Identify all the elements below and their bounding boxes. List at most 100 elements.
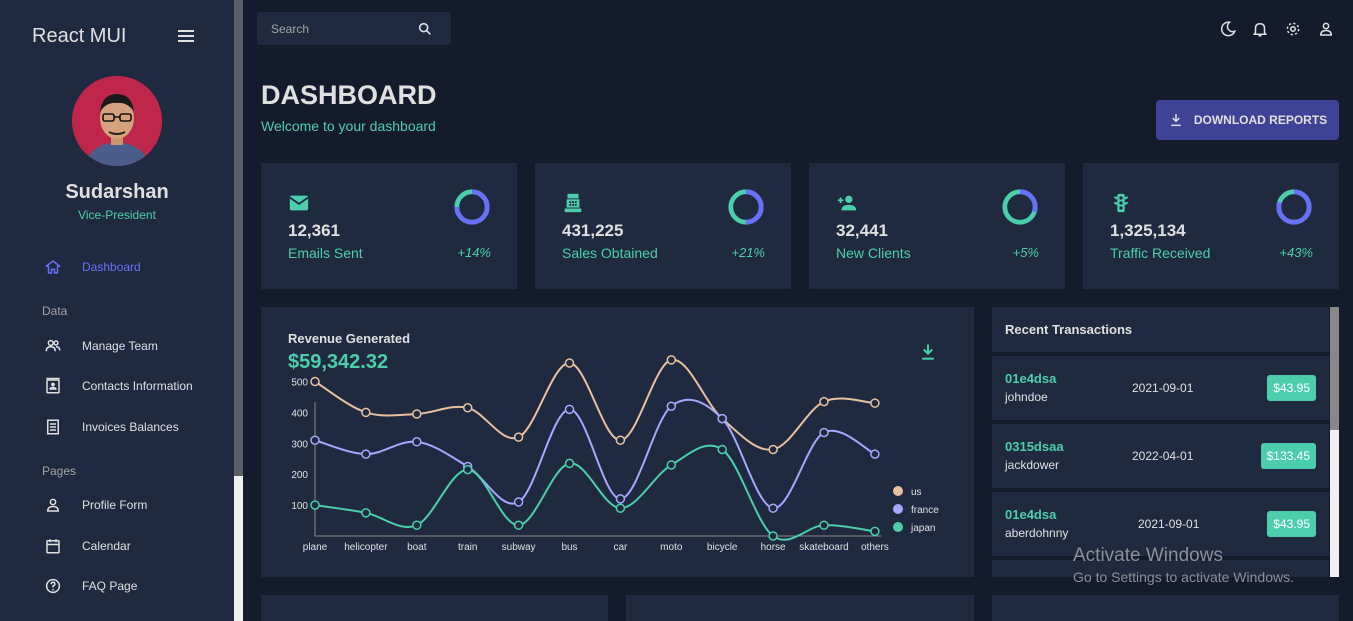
revenue-amount: $59,342.32 xyxy=(288,351,389,373)
x-tick-label: bus xyxy=(561,542,577,553)
legend-label: japan xyxy=(910,523,935,534)
download-icon[interactable] xyxy=(918,342,938,362)
page-title: DASHBOARD xyxy=(261,80,437,110)
watermark-subtitle: Go to Settings to activate Windows. xyxy=(1073,569,1294,585)
people-icon xyxy=(45,339,61,352)
stat-card-traffic: 1,325,134 Traffic Received +43% xyxy=(1083,163,1339,289)
stat-label: Emails Sent xyxy=(288,245,363,261)
settings-icon[interactable] xyxy=(1284,20,1302,38)
series-line-us xyxy=(314,358,875,451)
activate-windows-watermark: Activate Windows Go to Settings to activ… xyxy=(1073,545,1294,585)
progress-circle xyxy=(1276,189,1312,225)
sidebar-item-dashboard[interactable]: Dashboard xyxy=(44,256,141,278)
sidebar-item-label: FAQ Page xyxy=(82,579,138,593)
data-point-us xyxy=(870,398,880,408)
transaction-row xyxy=(992,560,1329,577)
progress-fill xyxy=(1276,189,1312,225)
sidebar-item-label: Calendar xyxy=(82,539,131,553)
transactions-scrollbar[interactable] xyxy=(1330,307,1339,577)
transaction-row: 01e4dsa aberdohnny 2021-09-01 $43.95 xyxy=(992,492,1329,556)
page-subtitle: Welcome to your dashboard xyxy=(261,118,436,134)
data-point-japan xyxy=(310,500,320,510)
stat-label: Sales Obtained xyxy=(562,245,658,261)
x-tick-label: boat xyxy=(407,542,427,553)
x-tick-label: bicycle xyxy=(707,542,738,553)
search-box xyxy=(257,12,451,45)
sidebar-item-label: Dashboard xyxy=(82,260,141,274)
data-point-us xyxy=(462,403,473,413)
transaction-cost-badge: $43.95 xyxy=(1267,511,1316,537)
data-point-japan xyxy=(870,526,880,537)
sidebar-item-invoices[interactable]: Invoices Balances xyxy=(44,416,179,438)
sidebar-scrollbar[interactable] xyxy=(234,0,243,621)
data-point-us xyxy=(819,396,829,407)
data-point-japan xyxy=(666,460,677,470)
bottom-card xyxy=(992,595,1339,621)
data-point-us xyxy=(615,435,626,445)
stat-card-sales: 431,225 Sales Obtained +21% xyxy=(535,163,791,289)
progress-fill xyxy=(1002,189,1038,225)
transaction-date: 2021-09-01 xyxy=(1132,381,1194,395)
progress-fill xyxy=(454,189,490,225)
receipt-icon xyxy=(47,419,59,435)
legend-label: france xyxy=(911,505,939,516)
x-tick-label: car xyxy=(613,542,628,553)
stat-card-clients: 32,441 New Clients +5% xyxy=(809,163,1065,289)
data-point-france xyxy=(310,435,320,445)
traffic-icon xyxy=(1113,193,1129,213)
data-point-japan xyxy=(768,531,778,541)
y-tick-label: 100 xyxy=(291,501,308,512)
bottom-card xyxy=(261,595,608,621)
x-tick-label: horse xyxy=(761,542,786,553)
transaction-row: 01e4dsa johndoe 2021-09-01 $43.95 xyxy=(992,356,1329,420)
data-point-japan xyxy=(462,464,473,475)
search-icon[interactable] xyxy=(417,21,433,37)
search-input[interactable] xyxy=(257,21,417,36)
data-point-france xyxy=(819,427,829,438)
sidebar-item-manage-team[interactable]: Manage Team xyxy=(44,335,158,357)
data-point-france xyxy=(564,404,575,415)
legend-label: us xyxy=(911,487,922,498)
data-point-us xyxy=(361,407,371,418)
dark-mode-icon[interactable] xyxy=(1219,20,1237,38)
sidebar-item-label: Contacts Information xyxy=(82,379,193,393)
data-point-japan xyxy=(412,520,422,530)
y-tick-label: 500 xyxy=(291,378,308,389)
stat-label: Traffic Received xyxy=(1110,245,1211,261)
data-point-us xyxy=(564,358,575,368)
sidebar-item-contacts[interactable]: Contacts Information xyxy=(44,375,193,397)
person-icon xyxy=(46,498,60,512)
transaction-user: johndoe xyxy=(1005,390,1048,404)
data-point-france xyxy=(361,449,371,459)
email-icon xyxy=(289,195,309,211)
transaction-user: jackdower xyxy=(1005,458,1060,472)
x-tick-label: subway xyxy=(502,542,536,553)
data-point-france xyxy=(768,503,778,513)
revenue-line-chart: 100 200 300 400 500 plane helicopter boat train s… xyxy=(291,355,939,553)
revenue-title: Revenue Generated xyxy=(288,331,411,346)
sidebar-item-label: Invoices Balances xyxy=(82,420,179,434)
section-pages-label: Pages xyxy=(42,464,77,478)
menu-toggle-icon[interactable] xyxy=(178,30,194,44)
sidebar-item-profile-form[interactable]: Profile Form xyxy=(44,494,147,516)
watermark-title: Activate Windows xyxy=(1073,545,1223,566)
data-point-us xyxy=(666,355,677,365)
transaction-date: 2022-04-01 xyxy=(1132,449,1194,463)
profile-icon[interactable] xyxy=(1317,20,1335,38)
stat-increase: +43% xyxy=(1279,245,1313,260)
download-reports-button[interactable]: DOWNLOAD REPORTS xyxy=(1156,100,1339,140)
section-data-label: Data xyxy=(42,304,68,318)
transaction-date: 2021-09-01 xyxy=(1138,517,1200,531)
sidebar-item-label: Manage Team xyxy=(82,339,158,353)
legend-swatch xyxy=(893,522,903,532)
notifications-icon[interactable] xyxy=(1251,20,1269,38)
sidebar-item-faq[interactable]: FAQ Page xyxy=(44,575,137,597)
sidebar-item-calendar[interactable]: Calendar xyxy=(44,535,131,557)
stat-value: 32,441 xyxy=(836,221,888,240)
transaction-cost-badge: $43.95 xyxy=(1267,375,1316,401)
stat-card-emails: 12,361 Emails Sent +14% xyxy=(261,163,517,289)
point-of-sale-icon xyxy=(564,193,582,213)
stat-label: New Clients xyxy=(836,245,911,261)
data-point-us xyxy=(513,432,524,442)
data-point-us xyxy=(768,444,778,455)
